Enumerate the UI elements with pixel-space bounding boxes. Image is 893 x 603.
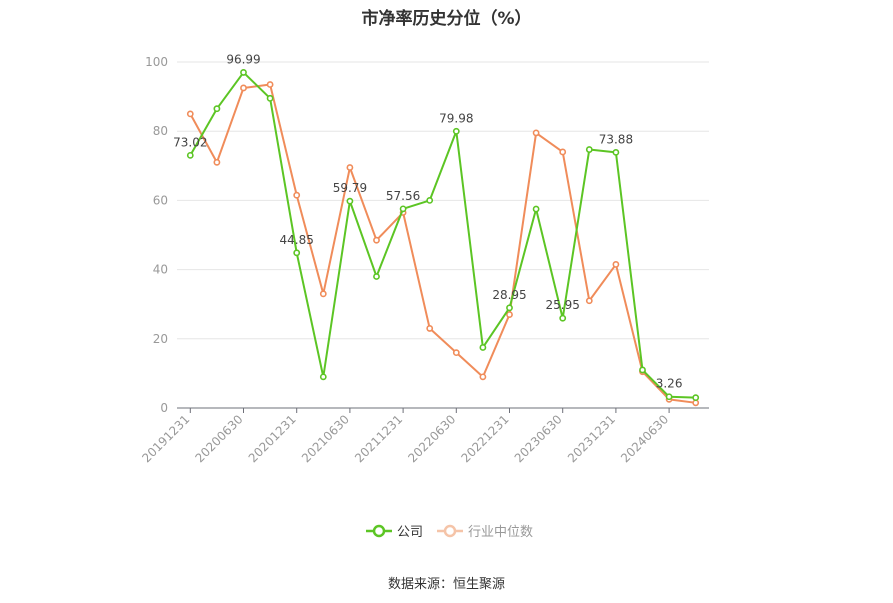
data-label: 73.88 [599,132,633,146]
industry-point [585,297,593,305]
company-point [452,127,460,135]
data-label: 3.26 [656,377,683,391]
chart-title: 市净率历史分位（%） [361,9,532,29]
x-tick-label: 20240630 [618,412,671,465]
y-tick-label: 80 [153,124,168,138]
legend: 公司 行业中位数 [0,521,893,543]
x-tick-label: 20201231 [246,412,299,465]
industry-point [532,129,540,137]
industry-point [266,81,274,88]
company-point [479,344,487,351]
company-point [266,94,274,102]
company-point [293,249,301,257]
series-line-industry [189,83,696,404]
data-label: 96.99 [226,52,260,66]
legend-industry-label: 行业中位数 [468,525,534,540]
data-label: 25.95 [546,298,580,312]
company-point [612,148,620,156]
data-label: 59.79 [333,181,367,195]
series-layer [186,69,700,407]
company-point [399,205,407,213]
company-point [319,373,327,381]
industry-point [506,311,513,318]
data-label: 73.02 [173,135,207,149]
y-tick-label: 40 [153,263,168,277]
y-tick-label: 60 [153,193,168,207]
industry-point [293,191,301,199]
x-tick-label: 20231231 [565,412,618,465]
y-tick-label: 20 [153,332,168,346]
industry-point [213,158,221,166]
y-tick-label: 100 [145,55,168,69]
industry-point [559,148,567,156]
y-tick-label: 0 [160,401,168,415]
company-point [346,197,354,205]
legend-item-company[interactable]: 公司 [366,521,423,540]
data-label: 57.56 [386,189,420,203]
company-point [639,366,646,374]
legend-industry-swatch-icon [437,524,463,537]
x-tick-label: 20200630 [193,412,246,465]
series-line-company [189,71,696,399]
company-point [532,205,540,213]
data-label: 28.95 [492,288,526,302]
data-labels: 73.02 96.99 44.85 59.79 57.56 79.98 28.95 25.95… [173,52,682,390]
x-tick-label: 20210630 [299,412,352,465]
industry-point [373,236,380,244]
company-point [585,146,593,153]
company-point [506,304,513,312]
legend-company-swatch-icon [366,524,392,537]
industry-point [426,325,434,332]
x-axis: 20191231 20200630 20201231 20210630 20211231… [139,407,709,465]
industry-point [319,290,327,298]
company-point [559,314,567,322]
company-point [665,393,673,401]
industry-point [240,84,247,92]
y-axis: 0 20 40 60 80 100 [145,55,168,415]
x-tick-label: 20221231 [459,412,512,465]
source-note: 数据来源：恒生聚源 [387,577,505,592]
legend-company-label: 公司 [397,525,424,540]
company-point [213,105,221,113]
industry-point [186,110,194,118]
company-point [240,69,247,76]
company-point [692,394,700,402]
legend-item-industry[interactable]: 行业中位数 [437,521,533,540]
company-point [373,273,380,280]
industry-point [346,164,354,171]
x-tick-label: 20211231 [352,412,405,465]
x-tick-label: 20220630 [405,412,458,465]
x-tick-label: 20230630 [512,412,565,465]
data-label: 79.98 [439,111,473,125]
industry-point [612,261,620,268]
x-tick-label: 20191231 [139,412,192,465]
data-label: 44.85 [280,233,314,247]
company-point [426,196,434,204]
company-point [186,151,194,159]
grid-lines [177,61,709,340]
industry-point [479,373,487,381]
industry-point [452,349,460,357]
